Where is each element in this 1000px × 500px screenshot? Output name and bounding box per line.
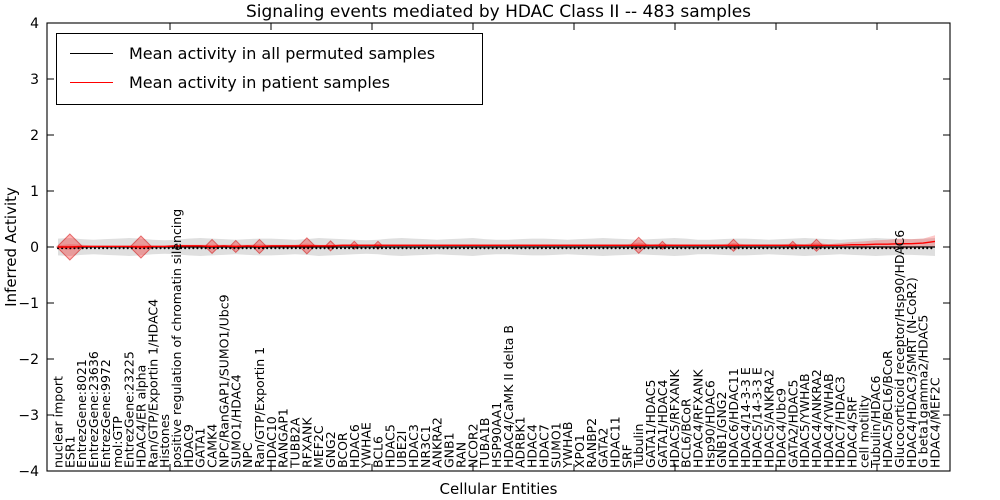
x-category-label: HDAC4/CaMK II delta B — [501, 325, 516, 468]
x-category-label: HDAC5 — [382, 424, 397, 468]
x-category-label: RANGAP1 — [276, 408, 291, 468]
y-tick-label: −1 — [18, 296, 39, 312]
patient-mean-line — [58, 240, 936, 248]
x-category-label: BCL6 — [370, 436, 385, 468]
x-category-label: YWHAE — [359, 422, 374, 469]
x-category-label: RANBP2 — [584, 418, 599, 468]
x-category-label: cell motility — [856, 394, 871, 468]
x-category-label: HDAC7 — [536, 424, 551, 468]
x-category-label: HDAC4/RFXANK — [690, 369, 705, 468]
x-category-label: NPC/RanGAP1/SUMO1/Ubc9 — [216, 294, 231, 468]
x-category-label: mol:GTP — [110, 416, 125, 468]
x-category-label: EntrezGene:23636 — [86, 351, 101, 468]
y-tick-label: 2 — [30, 128, 39, 144]
x-category-label: HDAC7/HDAC3 — [833, 376, 848, 468]
x-category-label: ADRBK1 — [513, 416, 528, 468]
x-category-label: ANKRA2 — [430, 417, 445, 468]
legend-entry-patient: Mean activity in patient samples — [57, 68, 482, 97]
x-category-label: HDAC9 — [181, 424, 196, 468]
x-category-label: GNG2 — [323, 431, 338, 468]
x-category-label: SUMO1 — [548, 422, 563, 468]
x-category-label: HDAC5/RFXANK — [667, 369, 682, 468]
x-category-label: HDAC4/ER alpha — [133, 365, 148, 468]
x-category-label: HDAC4/14-3-3 E — [738, 367, 753, 468]
x-category-label: GATA1/HDAC4 — [655, 379, 670, 468]
x-category-label: MEF2C — [311, 425, 326, 468]
x-category-label: HDAC6/HDAC11 — [726, 368, 741, 468]
y-tick-label: 0 — [30, 240, 39, 256]
chart-title: Signaling events mediated by HDAC Class … — [245, 2, 752, 22]
x-category-label: NCOR2 — [465, 423, 480, 468]
legend-entry-permuted: Mean activity in all permuted samples — [57, 39, 482, 68]
x-category-label: ESR1 — [62, 436, 77, 468]
x-category-label: HDAC4/ANKRA2 — [809, 369, 824, 468]
x-category-label: EntrezGene:23225 — [122, 351, 137, 468]
x-category-label: Hsp90/HDAC6 — [702, 380, 717, 468]
x-category-label: HDAC10 — [264, 416, 279, 468]
y-tick-label: −3 — [18, 408, 39, 424]
x-category-label: Tubulin — [631, 424, 646, 469]
x-category-label: GNB1/GNG2 — [714, 392, 729, 468]
legend: Mean activity in all permuted samples Me… — [56, 33, 483, 105]
y-tick-label: −2 — [18, 352, 39, 368]
x-category-label: HDAC4/Ubc9 — [773, 388, 788, 468]
y-tick-label: 1 — [30, 184, 39, 200]
y-tick-label: 3 — [30, 72, 39, 88]
x-category-label: HDAC5/14-3-3 E — [750, 367, 765, 468]
x-category-label: UBE2I — [394, 431, 409, 468]
x-category-label: GATA1 — [193, 428, 208, 468]
x-category-label: HDAC3 — [406, 424, 421, 468]
x-category-label: HSP90AA1 — [489, 402, 504, 468]
y-tick-label: −4 — [18, 464, 39, 480]
legend-label: Mean activity in patient samples — [129, 73, 390, 92]
x-category-label: HDAC4/MEF2C — [928, 377, 943, 468]
x-category-label: EntrezGene:8021 — [74, 359, 89, 468]
x-category-label: HDAC5/YWHAB — [797, 373, 812, 468]
x-category-label: EntrezGene:9972 — [98, 359, 113, 468]
x-category-label: HDAC5/BCL6/BCoR — [880, 350, 895, 468]
x-category-label: NR3C1 — [418, 425, 433, 468]
x-category-label: SRF — [619, 444, 634, 468]
x-category-label: HDAC4/HDAC3/SMRT (N-CoR2) — [904, 277, 919, 468]
x-category-label: Ran/GTP/Exportin 1/HDAC4 — [145, 299, 160, 468]
x-category-label: positive regulation of chromatin silenci… — [169, 209, 184, 468]
legend-label: Mean activity in all permuted samples — [129, 44, 436, 63]
x-category-label: SUMO1/HDAC4 — [228, 374, 243, 468]
x-category-label: nuclear import — [51, 376, 66, 468]
x-category-label: BCOR — [335, 432, 350, 468]
x-category-label: TUBA1B — [477, 418, 492, 469]
x-category-label: NPC — [240, 442, 255, 468]
x-category-label: Glucocorticoid receptor/Hsp90/HDAC6 — [892, 230, 907, 468]
x-category-label: RFXANK — [299, 417, 314, 468]
x-category-label: Histones — [157, 414, 172, 468]
x-category-label: XPO1 — [572, 434, 587, 468]
x-category-label: HDAC4/SRF — [845, 396, 860, 468]
x-category-label: GATA2/HDAC5 — [785, 380, 800, 468]
x-category-label: BCL6/BCoR — [679, 398, 694, 468]
x-category-label: GATA2 — [596, 428, 611, 468]
x-category-label: TUBB2A — [288, 417, 303, 469]
x-category-label: HDAC11 — [608, 416, 623, 468]
permuted-line-swatch — [70, 53, 113, 54]
x-category-label: CAMK4 — [205, 424, 220, 468]
x-category-label: GNB1 — [442, 432, 457, 468]
patient-line-swatch — [70, 82, 113, 83]
x-category-label: Ran/GTP/Exportin 1 — [252, 347, 267, 468]
x-category-label: HDAC6 — [347, 424, 362, 468]
x-category-label: HDAC5/ANKRA2 — [762, 369, 777, 468]
x-category-label: GATA1/HDAC5 — [643, 380, 658, 468]
x-axis-label: Cellular Entities — [439, 480, 558, 498]
y-tick-label: 4 — [30, 16, 39, 32]
x-category-label: HDAC4 — [525, 424, 540, 468]
x-category-label: YWHAB — [560, 421, 575, 469]
x-category-label: RAN — [453, 442, 468, 468]
x-category-label: G beta1gamma2/HDAC5 — [916, 315, 931, 468]
x-category-label: Tubulin/HDAC6 — [868, 376, 883, 469]
x-category-label: HDAC4/YWHAB — [821, 373, 836, 468]
